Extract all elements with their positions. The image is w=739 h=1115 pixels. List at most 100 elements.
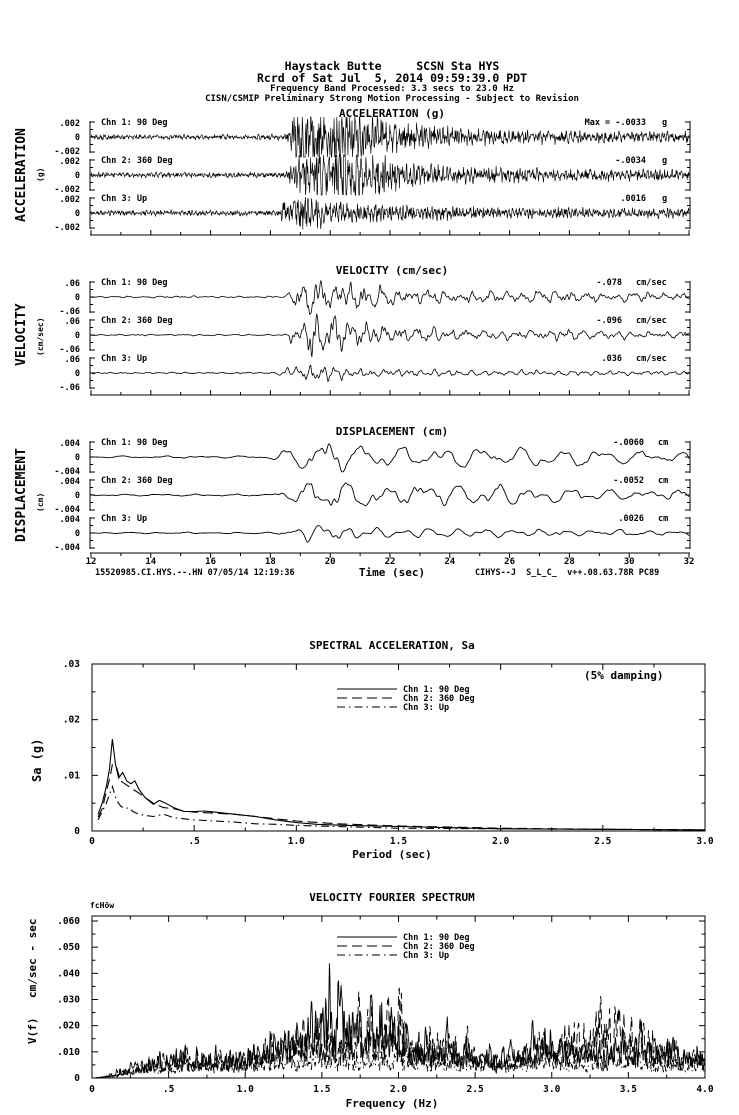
record-time: Rcrd of Sat Jul 5, 2014 09:59:39.0 PDT xyxy=(256,71,528,85)
displacement-axis-units: (cm) xyxy=(36,492,45,512)
legend-label: Chn 3: Up xyxy=(403,951,449,961)
max-value-label: -.096 xyxy=(596,316,622,326)
ytick-label: .010 xyxy=(57,1047,80,1058)
xtick-label: 3.0 xyxy=(543,1084,560,1095)
max-unit-label: g xyxy=(662,118,667,128)
legend-label: Chn 1: 90 Deg xyxy=(403,933,470,943)
waveform-trace xyxy=(90,364,690,383)
time-tick-label: 24 xyxy=(444,557,455,567)
max-value-label: Max = -.0033 xyxy=(585,118,646,128)
ytick-label: 0 xyxy=(75,369,80,379)
waveform-trace xyxy=(90,153,690,196)
time-axis-label: Time (sec) xyxy=(358,566,426,579)
ytick-label: .002 xyxy=(60,119,80,129)
time-tick-label: 30 xyxy=(624,557,635,567)
xtick-label: 0 xyxy=(89,836,95,847)
ytick-label: -.06 xyxy=(60,383,80,393)
time-tick-label: 32 xyxy=(684,557,695,567)
max-value-label: .0016 xyxy=(620,194,646,204)
processing-note: CISN/CSMIP Preliminary Strong Motion Pro… xyxy=(205,94,579,104)
ytick-label: -.004 xyxy=(54,467,80,477)
time-tick-label: 16 xyxy=(205,557,216,567)
waveform-trace xyxy=(90,279,689,316)
ytick-label: 0 xyxy=(75,453,80,463)
ytick-label: .06 xyxy=(65,317,80,327)
max-value-label: -.0052 xyxy=(613,476,644,486)
xtick-label: 1.5 xyxy=(390,836,407,847)
station-name: Haystack Butte SCSN Sta HYS xyxy=(284,59,500,73)
series-curve xyxy=(97,739,706,831)
ytick-label: .040 xyxy=(57,968,80,979)
ytick-label: -.06 xyxy=(60,307,80,317)
ytick-label: .030 xyxy=(57,995,80,1006)
time-tick-label: 22 xyxy=(385,557,396,567)
waveform-trace xyxy=(90,525,690,543)
ytick-label: .004 xyxy=(60,477,80,487)
channel-label: Chn 2: 360 Deg xyxy=(101,316,173,326)
max-unit-label: cm xyxy=(658,476,668,486)
channel-label: Chn 1: 90 Deg xyxy=(101,278,168,288)
time-tick-label: 28 xyxy=(564,557,575,567)
ytick-label: -.004 xyxy=(54,505,80,515)
series-curve xyxy=(97,784,706,831)
period-axis-label: Period (sec) xyxy=(352,848,432,861)
ytick-label: -.002 xyxy=(54,185,80,195)
legend-label: Chn 2: 360 Deg xyxy=(403,694,475,704)
frequency-band: Frequency Band Processed: 3.3 secs to 23… xyxy=(270,84,514,94)
series-curve xyxy=(92,963,705,1079)
max-unit-label: cm/sec xyxy=(636,278,667,288)
waveform-trace xyxy=(90,443,690,473)
ytick-label: 0 xyxy=(75,293,80,303)
channel-label: Chn 3: Up xyxy=(101,354,147,364)
channel-label: Chn 1: 90 Deg xyxy=(101,438,168,448)
time-tick-label: 14 xyxy=(145,557,156,567)
max-value-label: .0026 xyxy=(618,514,644,524)
xtick-label: 2.5 xyxy=(467,1084,484,1095)
damping-annotation: (5% damping) xyxy=(584,669,664,682)
channel-label: Chn 3: Up xyxy=(101,514,147,524)
ytick-label: 0 xyxy=(75,331,80,341)
xtick-label: .5 xyxy=(188,836,200,847)
xtick-label: 2.0 xyxy=(390,1084,407,1095)
acceleration-axis-units: (g) xyxy=(36,167,45,182)
max-unit-label: cm/sec xyxy=(636,354,667,364)
ytick-label: .002 xyxy=(60,157,80,167)
max-unit-label: g xyxy=(662,194,667,204)
ytick-label: .060 xyxy=(57,916,80,927)
channel-label: Chn 2: 360 Deg xyxy=(101,156,173,166)
plot-frame xyxy=(91,663,706,832)
time-tick-label: 18 xyxy=(265,557,276,567)
corner-frequency-note: fcHöw xyxy=(90,901,115,910)
ytick-label: 0 xyxy=(74,1073,80,1084)
ytick-label: -.06 xyxy=(60,345,80,355)
ytick-label: 0 xyxy=(75,209,80,219)
acceleration-axis-label: ACCELERATION xyxy=(14,128,29,222)
time-tick-label: 12 xyxy=(86,557,97,567)
waveform-trace xyxy=(90,313,690,358)
xtick-label: 1.0 xyxy=(288,836,305,847)
velocity-title: VELOCITY (cm/sec) xyxy=(335,264,449,277)
waveform-trace xyxy=(90,482,690,507)
xtick-label: 3.5 xyxy=(620,1084,637,1095)
waveform-trace xyxy=(90,116,690,158)
series-curve xyxy=(92,1040,706,1079)
velocity-axis-label: VELOCITY xyxy=(14,303,29,366)
xtick-label: 1.0 xyxy=(237,1084,254,1095)
xtick-label: 1.5 xyxy=(313,1084,330,1095)
ytick-label: .02 xyxy=(63,715,80,726)
max-unit-label: cm xyxy=(658,438,668,448)
sa-axis-label: Sa (g) xyxy=(30,738,44,782)
ytick-label: .002 xyxy=(60,195,80,205)
ytick-label: 0 xyxy=(75,491,80,501)
sa-title: SPECTRAL ACCELERATION, Sa xyxy=(309,639,475,652)
fourier-title: VELOCITY FOURIER SPECTRUM xyxy=(309,891,475,904)
fourier-axis-label: V(f) xyxy=(26,1017,39,1045)
xtick-label: 2.5 xyxy=(594,836,611,847)
legend-label: Chn 1: 90 Deg xyxy=(403,685,470,695)
channel-label: Chn 2: 360 Deg xyxy=(101,476,173,486)
ytick-label: -.002 xyxy=(54,223,80,233)
max-value-label: -.0060 xyxy=(613,438,644,448)
velocity-axis-units: (cm/sec) xyxy=(36,317,45,356)
max-unit-label: cm xyxy=(658,514,668,524)
